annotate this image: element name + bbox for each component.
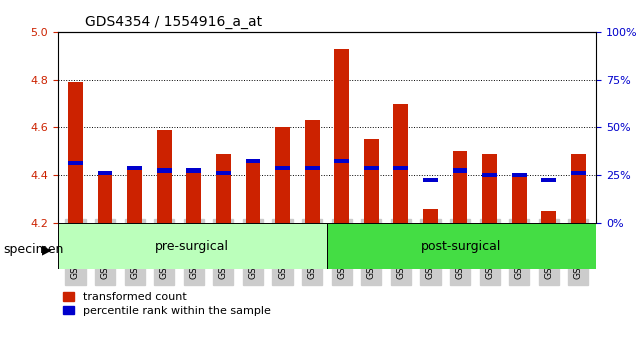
Bar [275, 166, 290, 170]
Bar [571, 171, 586, 175]
Bar [216, 154, 231, 223]
Bar [482, 154, 497, 223]
Bar [327, 223, 596, 269]
Bar [423, 178, 438, 182]
Bar [482, 173, 497, 177]
Bar [453, 151, 467, 223]
Bar [423, 209, 438, 223]
Bar [246, 161, 260, 223]
Bar [216, 171, 231, 175]
Bar [58, 223, 327, 269]
Text: pre-surgical: pre-surgical [155, 240, 229, 252]
Bar [571, 154, 586, 223]
Bar [512, 173, 527, 177]
Bar [453, 168, 467, 173]
Bar [335, 48, 349, 223]
Bar [394, 103, 408, 223]
Bar [157, 130, 172, 223]
Text: GDS4354 / 1554916_a_at: GDS4354 / 1554916_a_at [85, 16, 262, 29]
Bar [187, 168, 201, 223]
Bar [335, 159, 349, 163]
Bar [246, 159, 260, 163]
Bar [304, 120, 319, 223]
Bar [187, 168, 201, 173]
Bar [127, 168, 142, 223]
Bar [157, 168, 172, 173]
Text: post-surgical: post-surgical [421, 240, 502, 252]
Bar [127, 166, 142, 170]
Text: specimen: specimen [3, 243, 63, 256]
Bar [394, 166, 408, 170]
Bar [512, 175, 527, 223]
Bar [275, 127, 290, 223]
Legend: transformed count, percentile rank within the sample: transformed count, percentile rank withi… [63, 292, 271, 316]
Bar [364, 139, 379, 223]
Text: ▶: ▶ [42, 243, 51, 256]
Bar [542, 178, 556, 182]
Bar [68, 82, 83, 223]
Bar [68, 161, 83, 165]
Bar [304, 166, 319, 170]
Bar [542, 211, 556, 223]
Bar [364, 166, 379, 170]
Bar [97, 171, 112, 175]
Bar [97, 173, 112, 223]
